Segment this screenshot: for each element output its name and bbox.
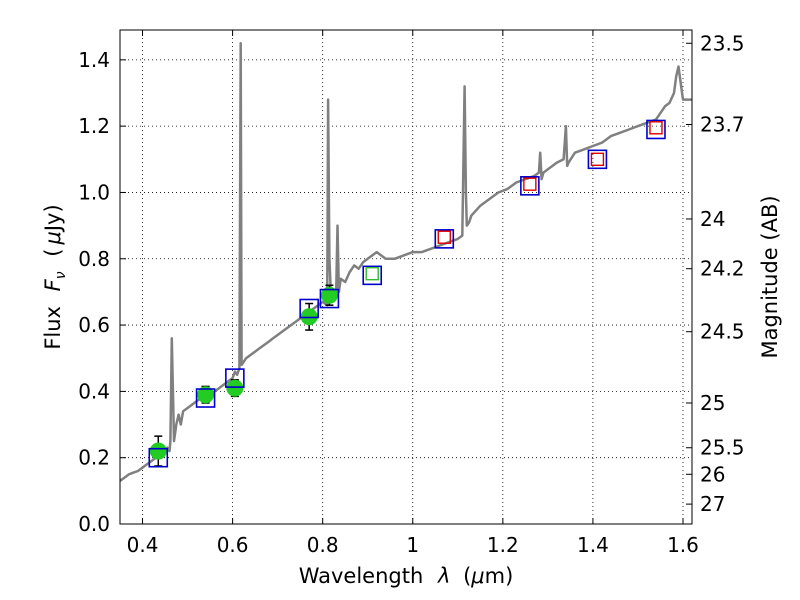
axes-frame [119,29,693,525]
grid-lines [120,30,692,525]
model-spectrum-line [119,42,692,482]
y2-tick-label: 25.5 [700,436,745,460]
model-box [225,368,245,388]
x-tick-label: 1.6 [667,533,699,557]
y2-tick-label: 25 [700,391,725,415]
model-box [520,176,540,196]
nir-model-box [523,177,537,191]
observed-point [149,442,167,460]
y-tick-label: 0.4 [78,379,110,403]
model-box [362,265,383,286]
observed-point [197,386,215,404]
y2-tick-label: 23.5 [700,31,745,55]
x-axis-label: Wavelength λ (μm) [299,564,514,588]
y-tick-label: 0.0 [78,512,110,536]
x-tick-label: 0.8 [307,533,339,557]
y-tick-label: 1.0 [78,180,110,204]
nir-model-box [437,230,451,244]
observed-point [226,379,244,397]
y-tick-label: 1.4 [78,48,110,72]
x-tick-label: 1.4 [577,533,609,557]
y-tick-label: 0.6 [78,313,110,337]
y2-tick-label: 24.5 [700,320,745,344]
x-tick-label: 0.6 [217,533,249,557]
x-tick-label: 1.2 [487,533,519,557]
y2-tick-label: 27 [700,492,725,516]
y2-tick-label: 23.7 [700,112,745,136]
model-box [299,298,319,319]
y2-axis-label: Magnitude (AB) [758,195,782,358]
nir-model-box [590,152,605,167]
y-tick-label: 0.8 [78,247,110,271]
nir-model-box [365,266,379,281]
x-tick-label: 1 [406,533,419,557]
y2-tick-label: 24.2 [700,257,745,281]
observed-point [320,286,338,304]
y-tick-label: 1.2 [78,114,110,138]
y2-tick-label: 24 [700,207,725,231]
y-tick-label: 0.2 [78,446,110,470]
x-tick-label: 0.4 [127,533,159,557]
axis-ticks: 0.4 0.6 0.8 1 1.2 1.4 1.6 0.0 0.2 0.4 0.6 0.8 1.0 1.2… [78,30,745,557]
model-box [148,447,169,468]
model-box [195,388,216,408]
model-box [587,149,608,170]
y-axis-label: Flux Fν (μJy) [41,204,70,349]
model-box [319,288,340,309]
nir-model-box [649,121,663,135]
model-box [646,119,666,140]
y2-tick-label: 26 [700,462,725,486]
model-box [434,229,455,249]
plot-area [119,42,692,482]
